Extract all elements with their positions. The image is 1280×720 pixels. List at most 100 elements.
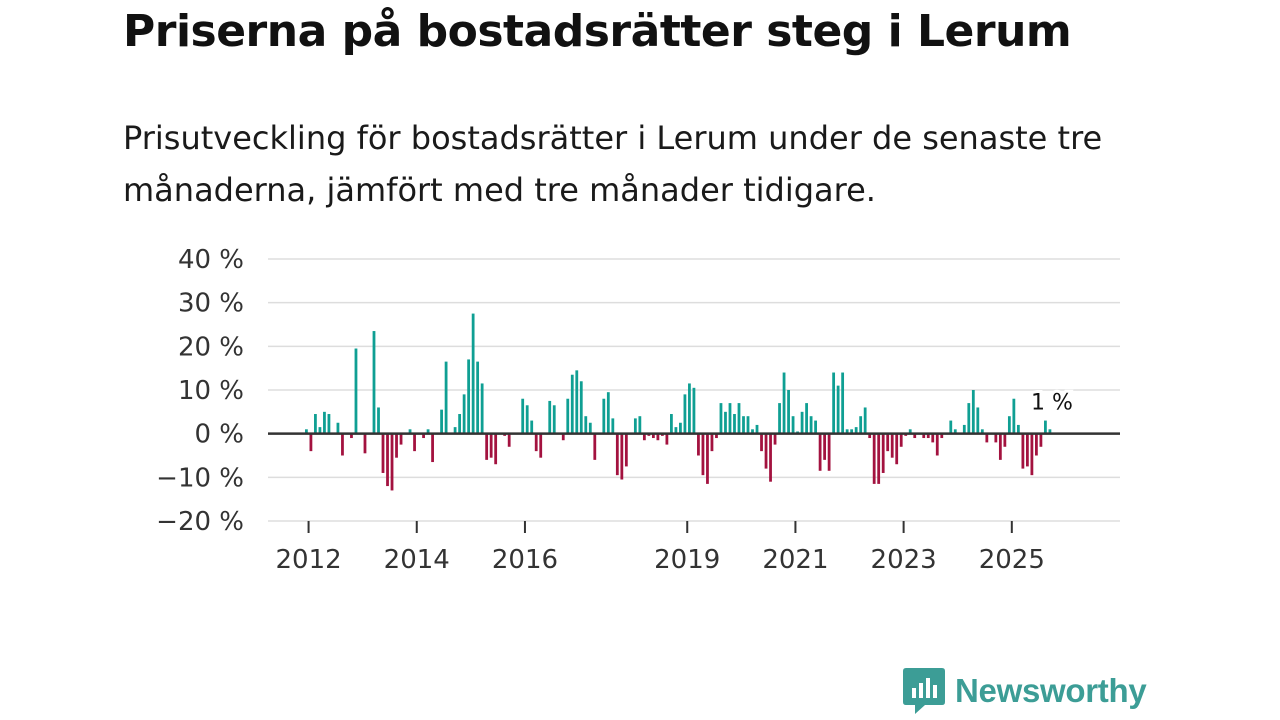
bar-negative <box>931 433 935 443</box>
bar-positive <box>967 403 971 434</box>
bar-positive <box>611 418 615 434</box>
bar-negative <box>922 433 926 439</box>
bar-positive <box>467 359 471 434</box>
bar-positive <box>521 398 525 434</box>
bar-positive <box>444 361 448 434</box>
bar-negative <box>642 433 646 441</box>
bar-positive <box>742 416 745 434</box>
bar-positive <box>354 348 358 434</box>
bar-positive <box>1007 416 1011 434</box>
bar-negative <box>872 433 876 484</box>
bars <box>305 313 1052 491</box>
bar-positive <box>638 416 642 434</box>
bar-positive <box>426 429 430 434</box>
bar-negative <box>665 433 669 445</box>
bar-negative <box>706 433 709 484</box>
bar-positive <box>674 427 678 434</box>
bar-positive <box>480 383 484 434</box>
bar-positive <box>809 416 813 434</box>
bar-positive <box>863 407 867 434</box>
bar-positive <box>791 416 795 434</box>
bar-positive <box>476 361 480 434</box>
bar-positive <box>602 398 606 434</box>
bar-positive <box>719 403 723 434</box>
bar-positive <box>305 429 308 434</box>
bar-negative <box>1039 433 1043 447</box>
bar-negative <box>656 433 660 441</box>
bar-negative <box>485 433 489 460</box>
bar-positive <box>323 411 326 434</box>
bar-positive <box>1044 420 1047 434</box>
bar-positive <box>971 390 975 434</box>
bar-positive <box>606 392 610 434</box>
newsworthy-logo-icon <box>903 668 945 714</box>
bar-positive <box>579 381 583 434</box>
x-tick-label: 2019 <box>654 545 720 575</box>
bar-positive <box>845 429 849 434</box>
bar-negative <box>1025 433 1029 467</box>
bar-negative <box>651 433 655 439</box>
bar-negative <box>615 433 619 476</box>
chart-subtitle: Prisutveckling för bostadsrätter i Lerum… <box>123 119 1103 209</box>
bar-positive <box>683 394 687 434</box>
bar-negative <box>386 433 389 487</box>
bar-negative <box>886 433 890 452</box>
bar-positive <box>859 416 863 434</box>
annotations: 1 % <box>1028 387 1076 418</box>
bar-positive <box>575 370 579 434</box>
last-value-label: 1 % <box>1031 390 1073 415</box>
bar-positive <box>755 424 759 434</box>
bar-positive <box>471 313 475 434</box>
bar-positive <box>908 429 912 434</box>
brand-name: Newsworthy <box>955 672 1147 709</box>
bar-positive <box>633 418 637 434</box>
bar-positive <box>462 394 466 434</box>
bar-positive <box>787 390 790 434</box>
bar-negative <box>998 433 1002 460</box>
bar-positive <box>453 427 457 434</box>
bar-negative <box>534 433 538 452</box>
bar-negative <box>818 433 822 471</box>
bar-positive <box>670 414 673 434</box>
bar-negative <box>422 433 425 439</box>
bar-negative <box>507 433 511 447</box>
bar-positive <box>733 414 736 434</box>
bar-negative <box>494 433 498 465</box>
bar-negative <box>913 433 917 439</box>
bar-negative <box>940 433 944 439</box>
bar-positive <box>746 416 750 434</box>
bar-positive <box>318 427 322 434</box>
bar-positive <box>850 429 854 434</box>
bar-negative <box>994 433 998 443</box>
bar-negative <box>769 433 772 482</box>
bar-negative <box>881 433 885 473</box>
bar-positive <box>372 331 376 434</box>
bar-positive <box>800 411 804 434</box>
y-tick-label: −10 % <box>156 463 244 493</box>
bar-positive <box>836 385 840 434</box>
bar-positive <box>832 372 836 434</box>
bar-negative <box>413 433 416 452</box>
bar-positive <box>980 429 984 434</box>
bar-negative <box>715 433 718 439</box>
bar-negative <box>827 433 831 471</box>
x-tick-label: 2025 <box>979 545 1045 575</box>
bar-positive <box>552 405 556 434</box>
bar-positive <box>336 422 340 434</box>
bar-negative <box>620 433 624 480</box>
bar-positive <box>782 372 786 434</box>
bar-negative <box>1035 433 1038 456</box>
brand-logo: Newsworthy <box>903 668 1147 714</box>
bar-negative <box>539 433 543 458</box>
y-tick-label: 10 % <box>178 376 244 406</box>
bar-negative <box>868 433 872 439</box>
bar-negative <box>309 433 313 452</box>
y-tick-label: 30 % <box>178 289 244 319</box>
bar-positive <box>688 383 691 434</box>
bar-negative <box>823 433 827 460</box>
bar-positive <box>314 414 317 434</box>
bar-positive <box>327 414 331 434</box>
bar-chart: 40 %30 %20 %10 %0 %−10 %−20 % 2012 2014 20… <box>156 245 1120 575</box>
bar-positive <box>814 420 817 434</box>
bar-negative <box>1003 433 1007 447</box>
